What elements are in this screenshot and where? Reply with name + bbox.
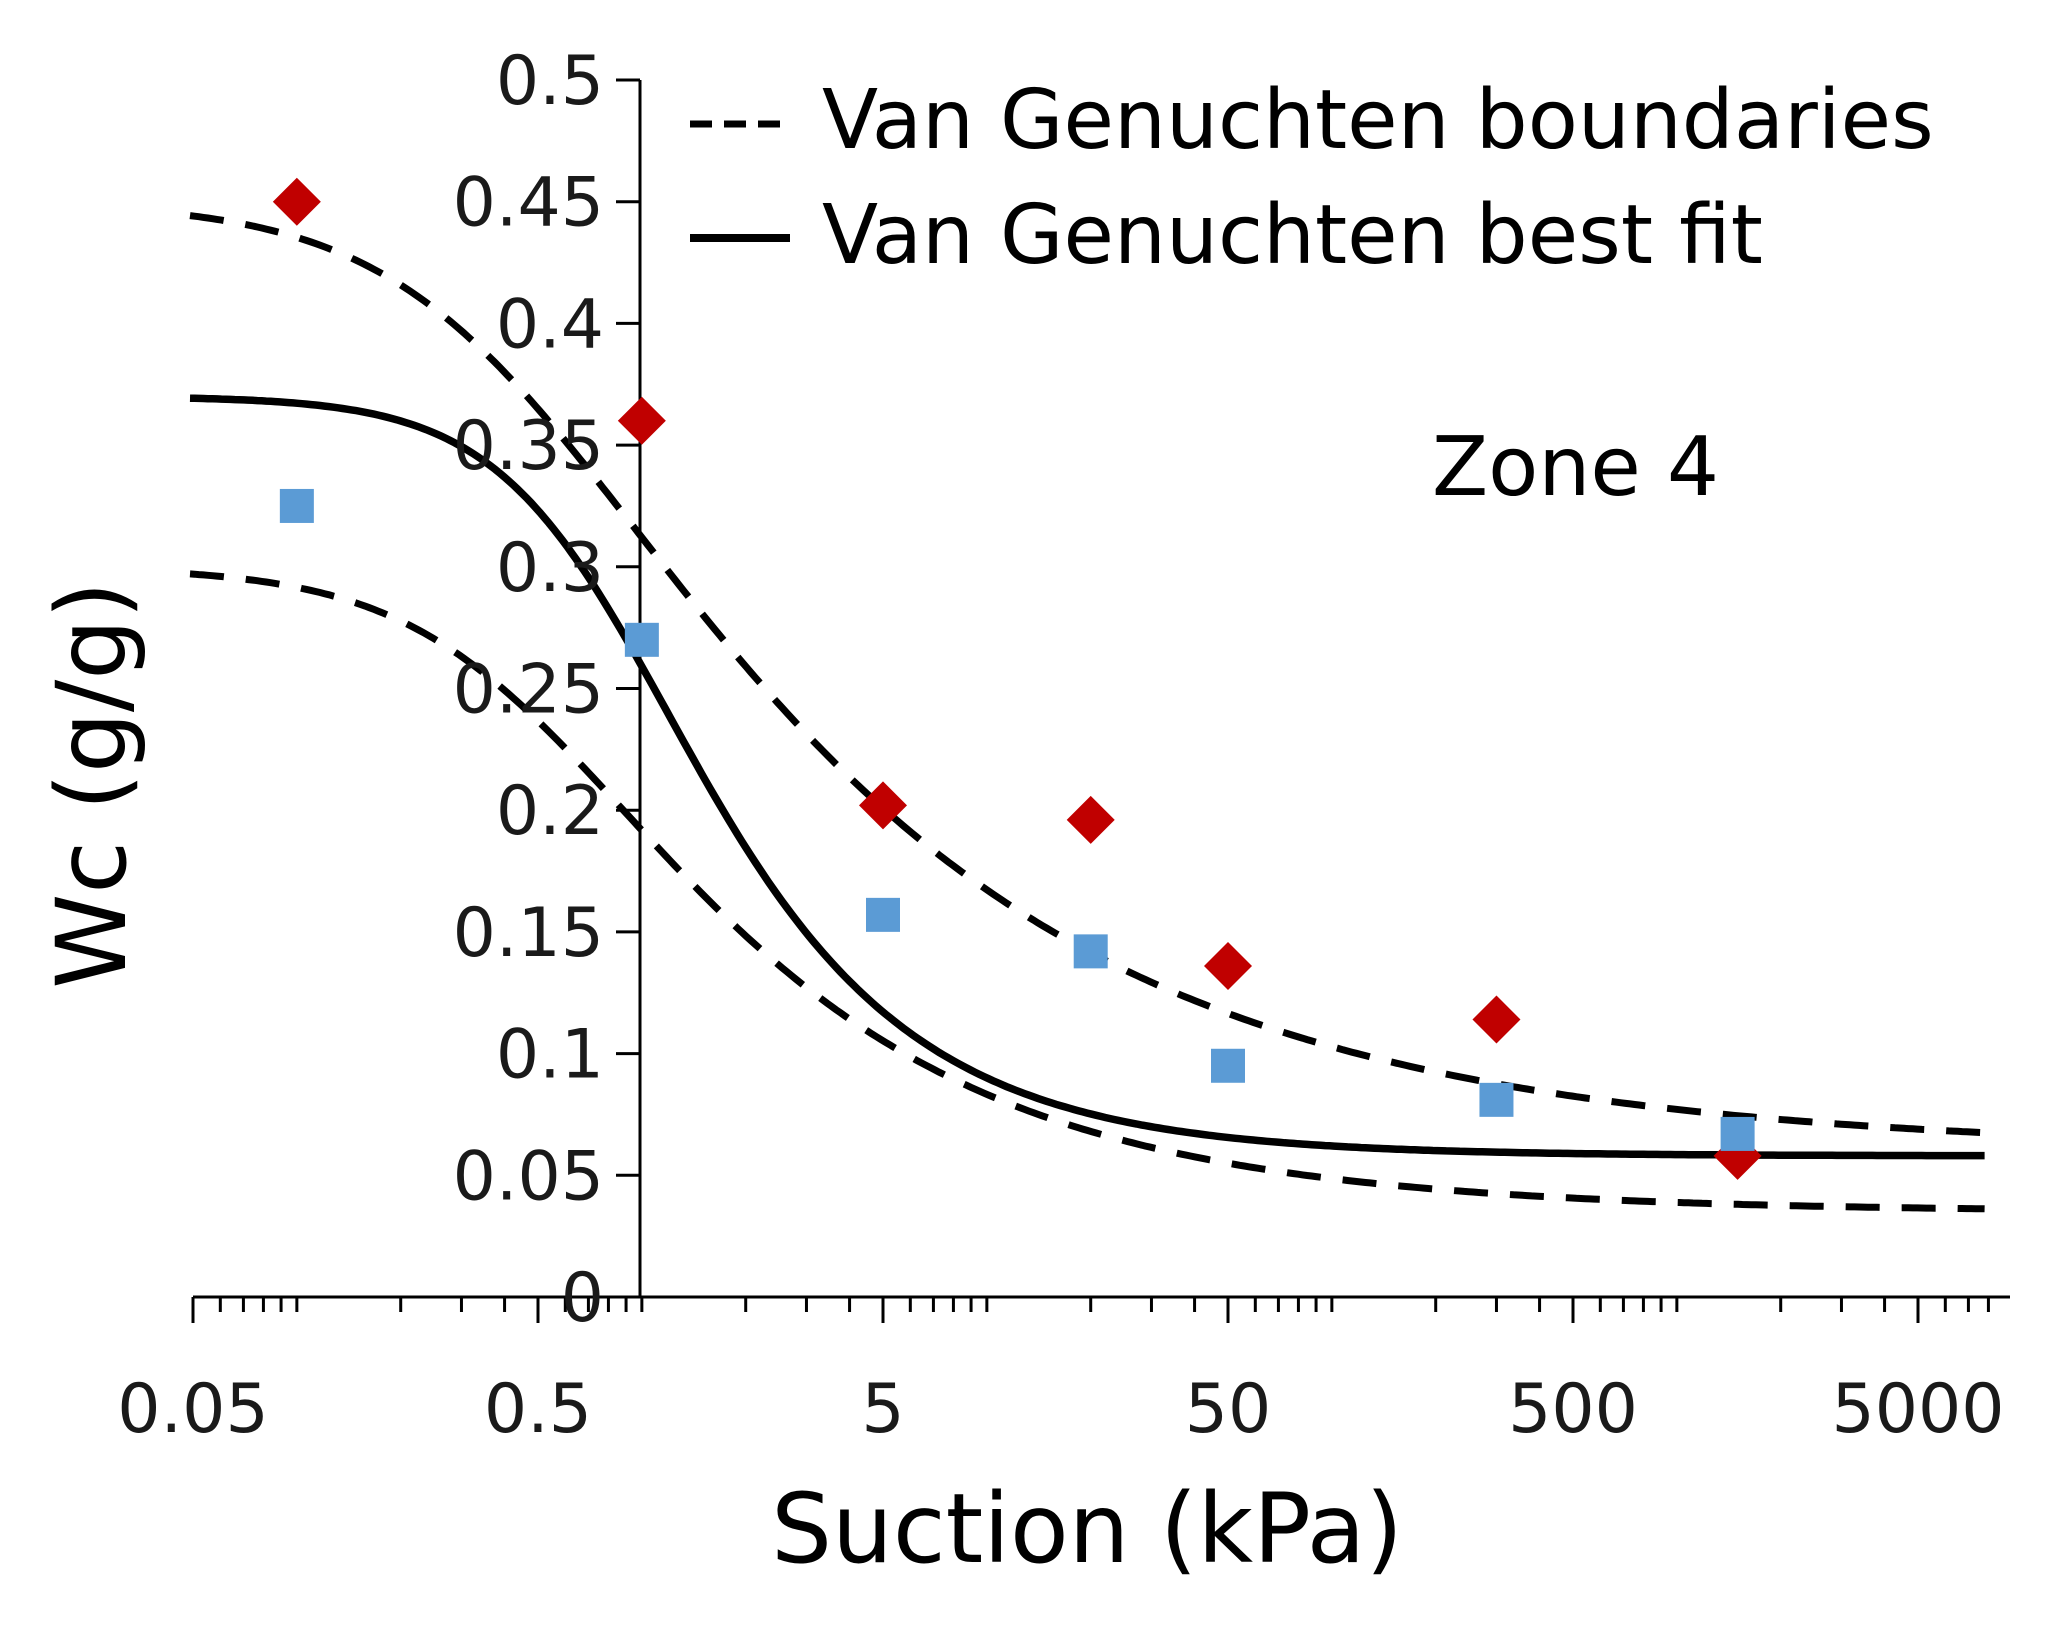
legend-boundaries-label: Van Genuchten boundaries: [822, 73, 1934, 168]
y-tick-label: 0.45: [453, 164, 604, 243]
diamond-marker: [272, 177, 321, 226]
y-tick-label: 0.35: [453, 407, 604, 486]
y-tick-label: 0.1: [496, 1016, 604, 1095]
y-tick-label: 0.05: [453, 1137, 604, 1216]
diamond-marker: [1066, 795, 1115, 844]
x-axis-title: Suction (kPa): [771, 1473, 1403, 1585]
square-marker: [1211, 1048, 1245, 1083]
diamond-marker: [1204, 941, 1252, 990]
square-marker: [624, 622, 659, 657]
diamond-marker: [617, 396, 666, 445]
x-tick-label: 0.5: [484, 1370, 592, 1449]
square-marker: [1479, 1082, 1514, 1117]
diamond-marker: [1472, 995, 1521, 1044]
square-marker: [1720, 1116, 1755, 1151]
axes-layer: 0.05 0.5 5 50 500 5000 0 0.05 0.1 0.15 0.2 0.25 0.3 0…: [117, 42, 2010, 1449]
legend: Van Genuchten boundaries Van Genuchten b…: [690, 73, 1934, 283]
points-layer: [272, 177, 1762, 1180]
x-tick-label: 500: [1508, 1370, 1638, 1449]
x-tick-label: 50: [1185, 1370, 1272, 1449]
legend-best-fit-label: Van Genuchten best fit: [822, 188, 1763, 283]
y-tick-label: 0.25: [453, 651, 604, 730]
y-axis-title: Wc (g/g): [36, 581, 148, 988]
y-tick-label: 0.15: [453, 894, 604, 973]
x-tick-label: 0.05: [117, 1370, 268, 1449]
vg-best-fit-curve: [189, 394, 1985, 1160]
x-tick-label: 5000: [1831, 1370, 2004, 1449]
y-tick-label: 0.5: [496, 42, 604, 121]
vg-boundary-curve-lower-boundary: [189, 570, 1985, 1213]
y-tick-label: 0.3: [496, 529, 604, 608]
square-marker: [866, 897, 900, 932]
zone-annotation: Zone 4: [1432, 420, 1719, 515]
diamond-marker: [859, 781, 907, 830]
square-marker: [1073, 934, 1108, 969]
y-tick-label: 0.4: [496, 285, 604, 364]
y-tick-label: 0.2: [496, 772, 604, 851]
x-tick-label: 5: [861, 1370, 904, 1449]
square-marker: [279, 488, 314, 523]
y-tick-label: 0: [561, 1259, 604, 1338]
